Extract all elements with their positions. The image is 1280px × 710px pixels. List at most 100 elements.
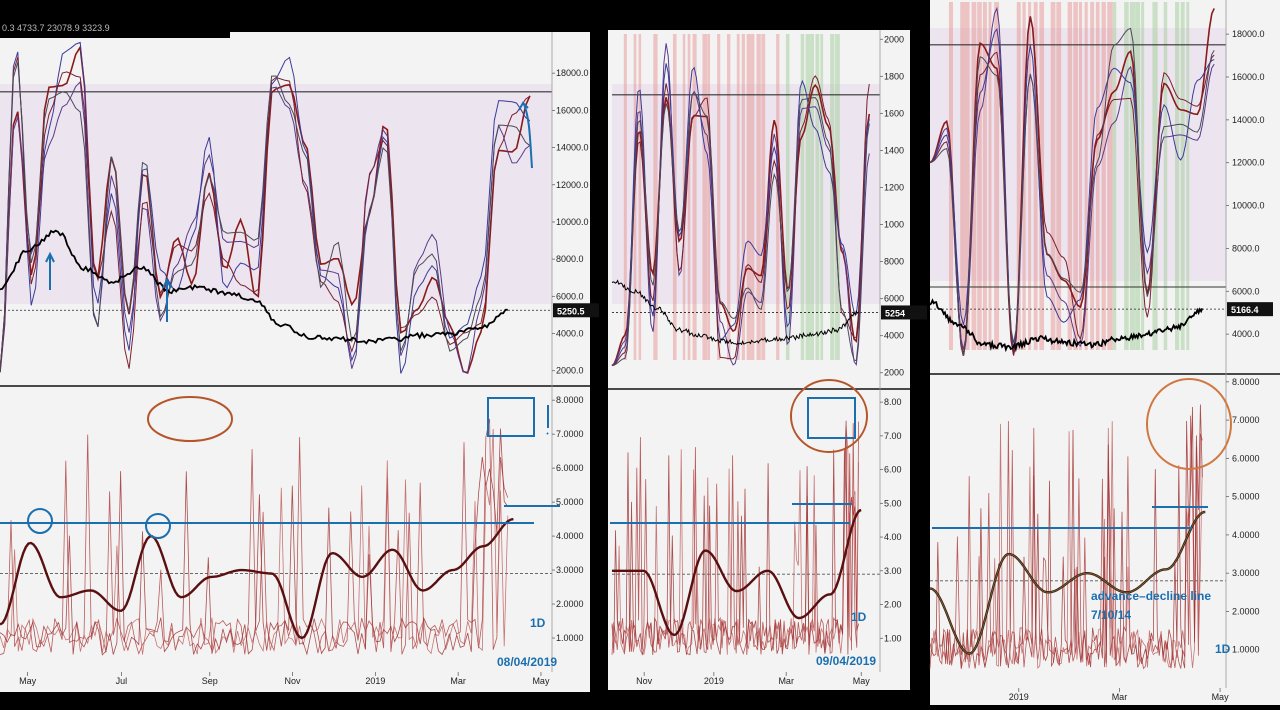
panel-1-header: 0.3 4733.7 23078.9 3323.9 [2, 23, 110, 33]
xtick-label: Nov [636, 676, 653, 686]
oscillator-line [0, 56, 531, 373]
panel-3-lower-plot [929, 404, 1226, 670]
regime-shade-bar [805, 34, 811, 360]
arrow-icon [162, 277, 172, 322]
xtick-label: May [19, 676, 37, 686]
regime-shade-bar [810, 34, 814, 360]
oscillator-line [0, 61, 531, 373]
regime-shade-bar [746, 34, 752, 360]
lower-ytick-label: 8.0000 [556, 395, 584, 405]
upper-ytick-label: 8000 [884, 257, 904, 267]
regime-shade-bar [960, 2, 966, 350]
panel-2-upper-plot [611, 43, 880, 367]
oscillator-line [929, 8, 1215, 356]
price-label: 5254 [885, 308, 905, 318]
oscillator-line [611, 63, 870, 367]
panel-3-axes: 4000.0 6000.0 8000.0 10000.0 12000.0 14000.0 1… [1009, 29, 1273, 702]
upper-ytick-label: 2000 [884, 34, 904, 44]
regime-shade-bar [994, 2, 1000, 350]
panel-2-axes: 2000 4000 6000 8000 1000 1200 1400 1600 1800 2000… [636, 34, 927, 686]
breadth-spike-line [0, 428, 509, 656]
upper-ytick-label: 14000.0 [1232, 115, 1265, 125]
regime-shade-bar [1141, 2, 1145, 350]
regime-shade-bar [1124, 2, 1129, 350]
regime-shade-bar [687, 34, 691, 360]
regime-shade-bar [1186, 2, 1190, 350]
arrow-icon [518, 101, 533, 169]
upper-ytick-label: 10000.0 [1232, 201, 1265, 211]
regime-shade-bar [1112, 2, 1117, 350]
upper-ytick-label: 1800 [884, 71, 904, 81]
regime-shade-bar [1078, 2, 1083, 350]
regime-shade-bar [965, 2, 970, 350]
upper-ytick-label: 4000.0 [556, 329, 584, 339]
upper-ytick-label: 1200 [884, 182, 904, 192]
breadth-spike-line [929, 404, 1203, 669]
panel-2-annotations [610, 379, 868, 524]
lower-ytick-label: 7.00 [884, 431, 902, 441]
panel-1-upper-plot [0, 41, 552, 375]
highlight-ellipse [790, 379, 868, 453]
regime-shade-bar [1129, 2, 1136, 350]
regime-shade-bar [707, 34, 711, 360]
xtick-label: Mar [778, 676, 794, 686]
regime-shade-bar [1107, 2, 1113, 350]
lower-ytick-label: 5.0000 [1232, 492, 1260, 502]
panel-1-header-bar [0, 30, 230, 38]
panel-2-regime-shading [623, 34, 840, 360]
price-label-box [553, 303, 599, 318]
price-line [611, 279, 859, 346]
upper-ytick-label: 12000.0 [556, 180, 589, 190]
xtick-label: Sep [202, 676, 218, 686]
upper-ytick-label: 2000 [884, 368, 904, 378]
breadth-spike-line [611, 420, 859, 656]
regime-shade-bar [638, 34, 642, 360]
panel-1: 0.3 4733.7 23078.9 3323.9 2000.0 4000.0 60… [0, 23, 599, 692]
panel-3: 4000.0 6000.0 8000.0 10000.0 12000.0 14000.0 1… [929, 0, 1280, 705]
regime-shade-bar [982, 2, 987, 350]
oscillator-line [611, 75, 870, 367]
regime-shade-bar [830, 34, 835, 360]
lower-ytick-label: 7.0000 [1232, 415, 1260, 425]
upper-ytick-label: 6000 [884, 294, 904, 304]
panel-3-annotations [932, 378, 1232, 529]
regime-shade-bar [1163, 2, 1168, 350]
highlight-box [807, 397, 856, 439]
regime-shade-bar [785, 34, 790, 360]
regime-shade-bar [1056, 2, 1062, 350]
lower-ytick-label: 6.00 [884, 465, 902, 475]
price-line [929, 298, 1204, 353]
regime-shade-bar [988, 2, 992, 350]
lower-ytick-label: 3.0000 [556, 565, 584, 575]
oscillator-line [929, 17, 1215, 356]
panel-1-annotations [0, 101, 560, 539]
upper-ytick-label: 10000.0 [556, 217, 589, 227]
xtick-label: Mar [450, 676, 466, 686]
lower-ytick-label: 7.0000 [556, 429, 584, 439]
panel-1-timeframe: 1D [530, 616, 546, 630]
xtick-label: May [853, 676, 871, 686]
upper-ytick-label: 14000.0 [556, 143, 589, 153]
xtick-label: 2019 [704, 676, 724, 686]
oscillator-line [611, 91, 870, 367]
panel-2-timeframe: 1D [851, 610, 867, 624]
regime-shade-bar [1016, 2, 1021, 350]
regime-shade-bar [623, 34, 627, 360]
highlight-circle [27, 508, 53, 534]
lower-ytick-label: 2.0000 [556, 599, 584, 609]
panel-1-lower-plot [0, 418, 552, 656]
oscillator-line [929, 27, 1215, 349]
smoothed-breadth-highlight [929, 511, 1206, 654]
upper-ytick-label: 1000 [884, 220, 904, 230]
upper-ytick-label: 4000.0 [1232, 329, 1260, 339]
regime-shade-bar [761, 34, 766, 360]
highlight-box [487, 397, 535, 437]
panel-3-regime-shading [948, 2, 1190, 350]
upper-ytick-label: 1400 [884, 145, 904, 155]
panel-3-annotation-line-1: advance–decline line [1091, 589, 1211, 603]
regime-shade-bar [1022, 2, 1026, 350]
regime-shade-bar [1028, 2, 1032, 350]
highlight-ellipse [147, 396, 233, 442]
regime-shade-bar [1073, 2, 1078, 350]
